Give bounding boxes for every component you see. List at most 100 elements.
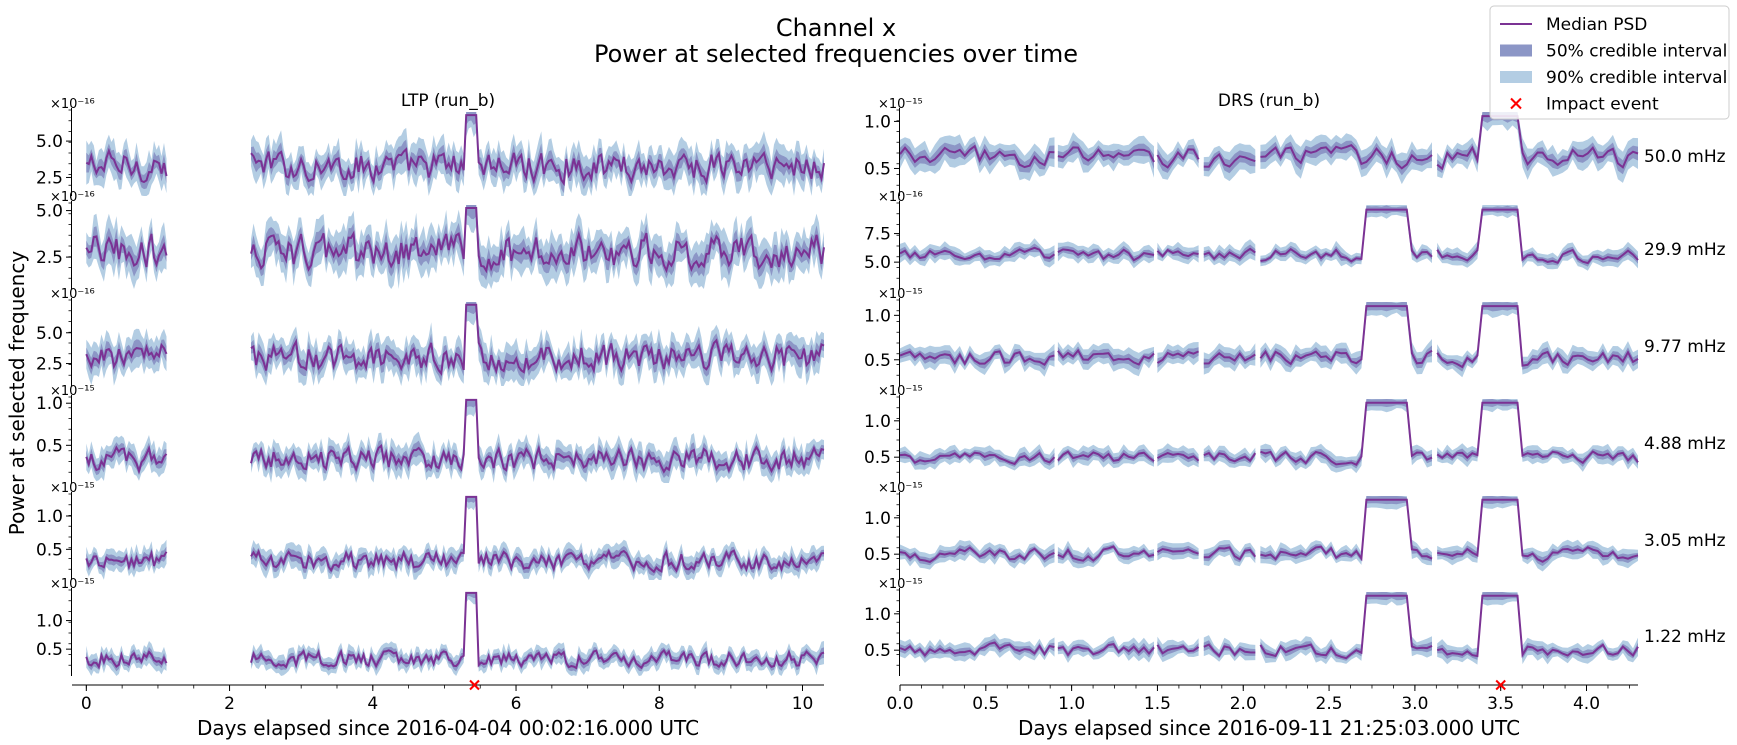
ci50-band bbox=[251, 592, 824, 672]
ci90-band bbox=[1437, 112, 1638, 183]
x-tick-label: 0 bbox=[81, 694, 92, 714]
ci90-band bbox=[900, 633, 1055, 663]
y-tick-label: 1.0 bbox=[864, 112, 891, 132]
x-axis: 0 2 4 6 8 10 Days elapsed since 2016-04-04 00:… bbox=[72, 679, 824, 740]
ci50-band bbox=[1057, 245, 1154, 264]
y-exponent-label: ×10⁻¹⁵ bbox=[878, 97, 923, 112]
median-line bbox=[899, 451, 1056, 466]
frequency-label: 9.77 mHz bbox=[1644, 337, 1726, 357]
median-line bbox=[250, 398, 825, 474]
ci50-band bbox=[1203, 544, 1256, 563]
median-line bbox=[250, 495, 825, 574]
median-line bbox=[899, 546, 1055, 563]
y-tick-label: 0.5 bbox=[36, 540, 63, 560]
chart-title-line1: Channel x bbox=[776, 14, 896, 42]
legend-label: Median PSD bbox=[1546, 15, 1647, 35]
ci50-band bbox=[251, 302, 824, 383]
median-line bbox=[899, 246, 1056, 261]
x-tick-label: 1.5 bbox=[1144, 694, 1171, 714]
x-tick-label: 4.0 bbox=[1573, 694, 1600, 714]
x-tick-label: 0.0 bbox=[886, 694, 913, 714]
y-tick-label: 2.5 bbox=[36, 248, 63, 268]
y-tick-label: 2.5 bbox=[36, 168, 63, 188]
legend-entry: 50% credible interval bbox=[1500, 42, 1727, 62]
y-exponent-label: ×10⁻¹⁵ bbox=[878, 481, 923, 496]
ci90-band bbox=[1057, 341, 1154, 377]
y-tick-label: 5.0 bbox=[864, 253, 891, 273]
x-tick-label: 2.5 bbox=[1316, 694, 1343, 714]
x-axis: 0.0 0.5 1.0 1.5 2.0 2.5 3.0 3.5 4.0 Days elapsed … bbox=[886, 679, 1638, 740]
y-tick-label: 7.5 bbox=[864, 225, 891, 245]
legend-entry: Impact event bbox=[1510, 95, 1659, 115]
subplot-305mHz: 0.5 1.0 ×10⁻¹⁵ 3.05 mHz bbox=[864, 481, 1726, 580]
y-tick-label: 1.0 bbox=[864, 306, 891, 326]
median-line bbox=[1156, 248, 1199, 258]
frequency-label: 1.22 mHz bbox=[1644, 627, 1726, 647]
subplot-500mHz: 0.5 1.0×10⁻¹⁵ 50.0 mHz bbox=[864, 97, 1726, 196]
median-line bbox=[1203, 451, 1257, 463]
legend-entry: 90% credible interval bbox=[1500, 68, 1727, 88]
median-line bbox=[1203, 352, 1256, 365]
y-tick-label: 0.5 bbox=[864, 545, 891, 565]
subplot-122mHz: 0.5 1.0 ×10⁻¹⁵ 1.22 mHz bbox=[864, 577, 1726, 676]
panel-title: LTP (run_b) bbox=[401, 91, 495, 111]
median-line bbox=[1057, 348, 1155, 366]
ci50-band bbox=[1057, 640, 1154, 659]
frequency-label: 4.88 mHz bbox=[1644, 434, 1726, 454]
x-axis-label: Days elapsed since 2016-09-11 21:25:03.0… bbox=[1018, 716, 1520, 740]
y-tick-label: 0.5 bbox=[36, 436, 63, 456]
median-line bbox=[1203, 643, 1256, 658]
subplot-299mHz: 5.0 7.5 ×10⁻¹⁶ 29.9 mHz bbox=[864, 190, 1726, 289]
legend: Median PSD 50% credible interval 90% credi… bbox=[1489, 5, 1730, 120]
median-line bbox=[85, 342, 168, 370]
impact-marker bbox=[469, 679, 480, 691]
ci50-band bbox=[1203, 449, 1256, 465]
subplot-488mHz: 0.5 1.0 ×10⁻¹⁵ 4.88 mHz bbox=[864, 384, 1726, 483]
y-exponent-label: ×10⁻¹⁵ bbox=[50, 384, 95, 399]
y-tick-label: 1.0 bbox=[864, 509, 891, 529]
x-tick-label: 2.0 bbox=[1230, 694, 1257, 714]
subplot-305mHz: 0.5 1.0 ×10⁻¹⁵ bbox=[36, 481, 825, 580]
y-exponent-label: ×10⁻¹⁶ bbox=[50, 190, 95, 205]
median-line bbox=[1057, 450, 1155, 463]
frequency-label: 50.0 mHz bbox=[1644, 147, 1726, 167]
median-line bbox=[1057, 146, 1155, 163]
ci90-band bbox=[86, 641, 167, 676]
y-tick-label: 0.5 bbox=[36, 640, 63, 660]
ci90-band bbox=[251, 399, 824, 483]
x-tick-label: 6 bbox=[511, 694, 522, 714]
legend-swatch-marker bbox=[1510, 97, 1522, 110]
ci90-band bbox=[1437, 302, 1638, 378]
x-tick-label: 4 bbox=[367, 694, 378, 714]
ltp-column: LTP (run_b)2.55.0×10⁻¹⁶2.55.0×10⁻¹⁶2.55.… bbox=[36, 91, 825, 740]
median-line bbox=[250, 303, 825, 376]
ci50-band bbox=[1260, 592, 1432, 661]
x-tick-label: 1.0 bbox=[1058, 694, 1085, 714]
frequency-label: 3.05 mHz bbox=[1644, 531, 1726, 551]
median-line bbox=[1260, 498, 1433, 562]
legend-frame bbox=[1489, 5, 1730, 120]
x-tick-label: 3.5 bbox=[1487, 694, 1514, 714]
ci90-band bbox=[1260, 399, 1432, 474]
ci50-band bbox=[1437, 112, 1638, 175]
median-line bbox=[1436, 305, 1639, 369]
median-line bbox=[1259, 305, 1433, 366]
y-tick-label: 0.5 bbox=[864, 448, 891, 468]
subplot-500mHz: 2.5 5.0 ×10⁻¹⁶ bbox=[36, 97, 825, 196]
y-tick-label: 5.0 bbox=[36, 324, 63, 344]
subplot-299mHz: 2.5 5.0×10⁻¹⁶ bbox=[36, 190, 825, 289]
y-tick-label: 1.0 bbox=[864, 605, 891, 625]
median-line bbox=[1156, 547, 1199, 555]
x-tick-label: 0.5 bbox=[972, 694, 999, 714]
frequency-label: 29.9 mHz bbox=[1644, 240, 1726, 260]
y-tick-label: 1.0 bbox=[864, 412, 891, 432]
y-tick-label: 2.5 bbox=[36, 355, 63, 375]
ci90-band bbox=[251, 302, 824, 386]
subplot-122mHz: 0.5 1.0 ×10⁻¹⁵ bbox=[36, 577, 825, 676]
ci50-band bbox=[1437, 205, 1638, 267]
subplot-977mHz: 0.5 1.0 ×10⁻¹⁵ 9.77 mHz bbox=[864, 287, 1726, 386]
median-line bbox=[1156, 452, 1200, 462]
y-exponent-label: ×10⁻¹⁵ bbox=[50, 577, 95, 592]
median-line bbox=[1203, 546, 1257, 561]
